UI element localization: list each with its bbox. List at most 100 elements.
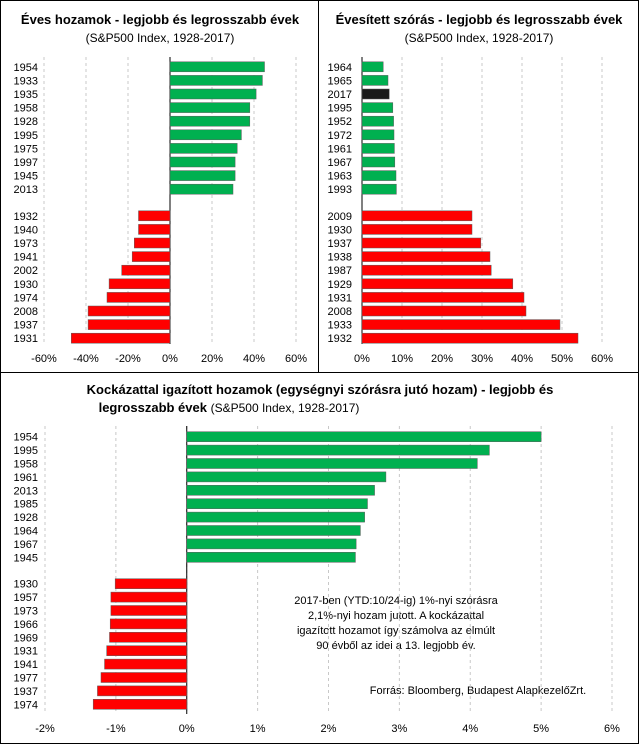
chart1-category-label: 1935 bbox=[14, 89, 38, 101]
chart1-bar-1974 bbox=[106, 292, 171, 303]
chart2-category-label: 1952 bbox=[328, 116, 352, 128]
chart3-category-label: 1995 bbox=[14, 445, 38, 457]
chart1-bar-1935 bbox=[169, 88, 257, 100]
chart2-bar-1933 bbox=[361, 319, 561, 330]
chart3-title: Kockázattal igazított hozamok (egységnyi… bbox=[87, 382, 554, 397]
chart2-tick-label: 0% bbox=[354, 353, 370, 365]
chart2-category-label: 2009 bbox=[328, 211, 352, 223]
chart3-category-label: 1941 bbox=[14, 659, 38, 671]
chart3-bar-1961 bbox=[186, 471, 387, 483]
chart3-category-label: 1977 bbox=[14, 673, 38, 685]
chart2-bar-1964 bbox=[361, 61, 384, 73]
chart2-category-label: 1933 bbox=[328, 320, 352, 332]
chart3-tick-label: 4% bbox=[462, 723, 478, 735]
chart2-category-label: 1931 bbox=[328, 292, 352, 304]
panel-annual-returns bbox=[0, 0, 319, 373]
chart2-bar-1972 bbox=[361, 129, 395, 141]
chart3-bar-1977 bbox=[100, 672, 187, 683]
chart3-tick-label: 2% bbox=[321, 723, 337, 735]
chart3-category-label: 1937 bbox=[14, 686, 38, 698]
chart1-tick-label: 40% bbox=[243, 353, 265, 365]
chart3-bar-1995 bbox=[186, 444, 490, 456]
chart1-bar-1941 bbox=[131, 251, 171, 262]
chart2-bar-2008 bbox=[361, 305, 527, 317]
chart1-tick-label: -40% bbox=[73, 353, 99, 365]
chart2-category-label: 1963 bbox=[328, 171, 352, 183]
chart1-category-label: 1958 bbox=[14, 103, 38, 115]
chart3-bar-1957 bbox=[110, 591, 187, 603]
chart1-bar-1932 bbox=[138, 210, 171, 222]
chart3-category-label: 1957 bbox=[14, 592, 38, 604]
chart3-category-label: 1967 bbox=[14, 539, 38, 551]
chart1-category-label: 1945 bbox=[14, 171, 38, 183]
chart2-subtitle: (S&P500 Index, 1928-2017) bbox=[405, 31, 554, 45]
chart2-tick-label: 20% bbox=[431, 353, 453, 365]
chart1-category-label: 1937 bbox=[14, 320, 38, 332]
chart3-category-label: 1958 bbox=[14, 459, 38, 471]
chart2-bar-1938 bbox=[361, 251, 491, 262]
chart3-category-label: 1985 bbox=[14, 499, 38, 511]
chart3-bar-1930 bbox=[114, 578, 187, 589]
chart2-category-label: 1972 bbox=[328, 130, 352, 142]
chart2-category-label: 1967 bbox=[328, 157, 352, 169]
chart1-bar-1937 bbox=[87, 319, 171, 330]
chart3-bar-1967 bbox=[186, 538, 357, 550]
chart2-category-label: 1965 bbox=[328, 75, 352, 87]
chart1-tick-label: 0% bbox=[162, 353, 178, 365]
chart1-bar-1958 bbox=[169, 102, 251, 113]
chart2-title: Évesített szórás - legjobb és legrosszab… bbox=[336, 12, 624, 27]
chart2-category-label: 2008 bbox=[328, 306, 352, 318]
chart1-bar-1945 bbox=[169, 170, 236, 181]
chart2-bar-2009 bbox=[361, 210, 473, 222]
chart2-category-label: 1932 bbox=[328, 333, 352, 345]
chart2-bar-1952 bbox=[361, 115, 394, 127]
chart1-category-label: 1928 bbox=[14, 116, 38, 128]
chart1-bar-1997 bbox=[169, 156, 236, 168]
chart3-bar-1973 bbox=[110, 605, 187, 616]
chart3-category-label: 1973 bbox=[14, 606, 38, 618]
chart2-bar-1961 bbox=[361, 143, 395, 154]
chart3-bar-1945 bbox=[186, 552, 356, 563]
chart2-bar-1932 bbox=[361, 332, 579, 344]
chart2-category-label: 2017 bbox=[328, 89, 352, 101]
annotation-line-1: 2017-ben (YTD:10/24-ig) 1%-nyi szórásra bbox=[294, 595, 498, 607]
chart1-bar-1954 bbox=[169, 61, 265, 73]
chart3-tick-label: -2% bbox=[35, 723, 55, 735]
chart1-tick-label: 60% bbox=[285, 353, 307, 365]
chart2-bar-1963 bbox=[361, 170, 397, 181]
chart2-category-label: 1987 bbox=[328, 265, 352, 277]
chart3-category-label: 1964 bbox=[14, 526, 38, 538]
chart3-category-label: 1928 bbox=[14, 512, 38, 524]
chart2-bar-1995 bbox=[361, 102, 394, 113]
chart2-bar-1993 bbox=[361, 183, 397, 195]
chart2-bar-1930 bbox=[361, 224, 473, 235]
chart1-category-label: 1974 bbox=[14, 292, 38, 304]
chart-marks: -60% -40% -20% 0% 20% 40% 60%19541933193519581… bbox=[14, 57, 620, 735]
chart3-category-label: 1931 bbox=[14, 646, 38, 658]
chart1-category-label: 1930 bbox=[14, 279, 38, 291]
chart3-bar-1931 bbox=[106, 645, 187, 656]
chart2-tick-label: 30% bbox=[471, 353, 493, 365]
chart3-tick-label: 1% bbox=[250, 723, 266, 735]
chart2-bar-1931 bbox=[361, 292, 525, 303]
chart3-subtitle: (S&P500 Index, 1928-2017) bbox=[211, 401, 360, 415]
chart1-bar-2002 bbox=[121, 264, 171, 276]
chart3-bar-2013 bbox=[186, 485, 375, 496]
chart3-tick-label: 0% bbox=[179, 723, 195, 735]
chart3-category-label: 2013 bbox=[14, 485, 38, 497]
chart3-category-label: 1945 bbox=[14, 552, 38, 564]
source-note: Forrás: Bloomberg, Budapest AlapkezelőZr… bbox=[370, 685, 586, 697]
chart2-category-label: 1937 bbox=[328, 238, 352, 250]
chart3-bar-1974 bbox=[92, 699, 187, 710]
chart3-bar-1966 bbox=[109, 618, 187, 630]
chart1-category-label: 2002 bbox=[14, 265, 38, 277]
chart2-category-label: 1995 bbox=[328, 103, 352, 115]
chart1-bar-1928 bbox=[169, 115, 251, 127]
chart2-category-label: 1993 bbox=[328, 184, 352, 196]
chart2-bar-1967 bbox=[361, 156, 396, 168]
annotation-line-4: 90 évből az idei a 13. legjobb év. bbox=[316, 640, 475, 652]
chart1-bar-1930 bbox=[108, 278, 171, 290]
chart1-category-label: 1940 bbox=[14, 224, 38, 236]
